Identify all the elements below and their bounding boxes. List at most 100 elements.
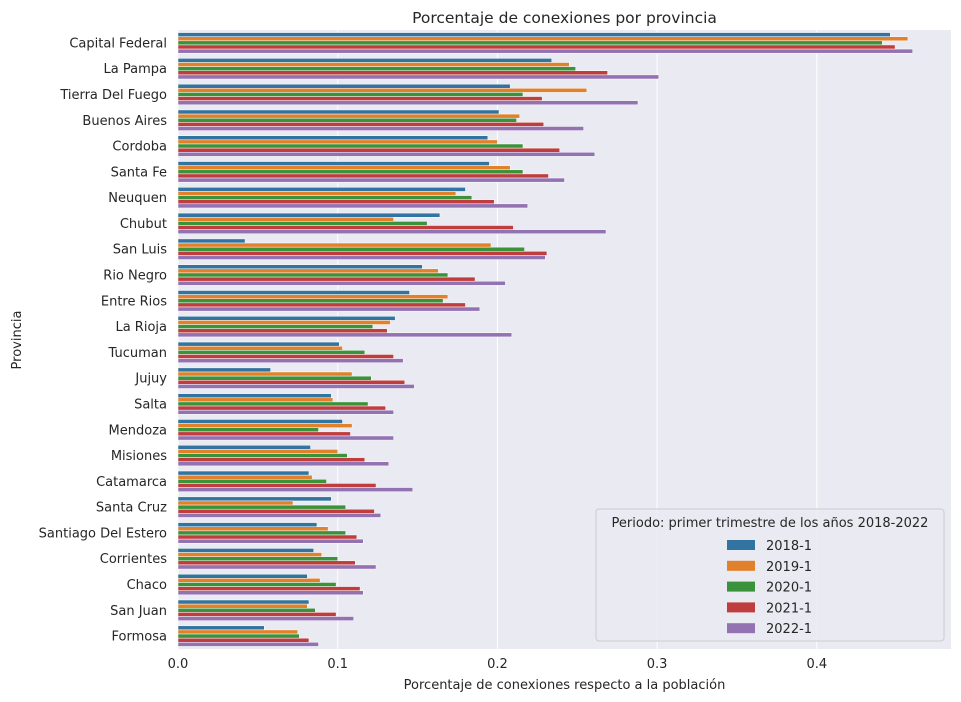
bar <box>177 113 521 119</box>
bar <box>177 74 659 80</box>
bar <box>177 427 319 433</box>
bar <box>177 345 343 351</box>
bar <box>177 44 896 50</box>
bar <box>177 560 356 566</box>
bar <box>177 578 321 583</box>
bar <box>177 449 338 454</box>
bar <box>177 526 329 532</box>
bar <box>177 375 372 381</box>
bar <box>177 328 388 334</box>
legend: Periodo: primer trimestre de los años 20… <box>595 508 945 642</box>
x-axis-label: Porcentaje de conexiones respecto a la p… <box>404 678 726 693</box>
bar <box>177 199 495 205</box>
bar <box>177 483 377 488</box>
bar <box>177 36 909 42</box>
category-label: Rio Negro <box>103 269 167 284</box>
bars <box>177 32 913 647</box>
bar <box>177 496 332 502</box>
bar <box>177 405 386 411</box>
legend-swatch <box>727 602 755 613</box>
bar <box>177 538 364 544</box>
legend-label: 2019-1 <box>766 560 812 575</box>
bar <box>177 629 299 635</box>
bar <box>177 332 513 338</box>
x-tick-label: 0.3 <box>647 657 668 672</box>
bar <box>177 487 414 492</box>
bar <box>177 612 337 617</box>
bar <box>177 96 543 101</box>
bar <box>177 264 423 270</box>
bar <box>177 272 449 278</box>
bar <box>177 552 322 557</box>
bar <box>177 474 313 480</box>
bar <box>177 70 608 76</box>
bar <box>177 354 394 359</box>
category-label: Tierra Del Fuego <box>59 88 167 103</box>
category-label: Corrientes <box>100 552 167 567</box>
bar <box>177 62 570 67</box>
bar <box>177 586 361 591</box>
bar <box>177 109 500 115</box>
bar <box>177 238 246 244</box>
bar <box>177 139 498 145</box>
bar <box>177 380 406 385</box>
bar <box>177 371 353 377</box>
bar <box>177 147 560 153</box>
bar <box>177 637 310 643</box>
category-label: Mendoza <box>109 423 167 438</box>
category-label: San Juan <box>110 604 167 619</box>
category-label: Santiago Del Estero <box>39 526 167 541</box>
bar <box>177 255 546 260</box>
bar <box>177 40 883 46</box>
bar <box>177 522 318 527</box>
bar <box>177 642 319 647</box>
bar <box>177 461 390 467</box>
bar <box>177 504 346 510</box>
bar <box>177 453 348 458</box>
bar <box>177 212 441 218</box>
category-label: Chubut <box>120 217 167 232</box>
bar <box>177 401 369 407</box>
category-label: Entre Rios <box>101 294 167 309</box>
bar <box>177 32 891 37</box>
bar <box>177 187 466 192</box>
bar <box>177 358 404 363</box>
x-tick-label: 0.2 <box>487 657 508 672</box>
category-label: Catamarca <box>96 475 167 490</box>
legend-label: 2020-1 <box>766 581 812 596</box>
bar <box>177 316 396 321</box>
bar <box>177 216 394 222</box>
bar <box>177 251 548 256</box>
bar <box>177 530 346 536</box>
bar <box>177 177 565 183</box>
bar <box>177 66 576 72</box>
bar <box>177 419 343 424</box>
bar <box>177 457 366 463</box>
category-label: Buenos Aires <box>82 114 167 129</box>
bar <box>177 556 338 562</box>
legend-label: 2021-1 <box>766 601 812 616</box>
bar <box>177 573 308 579</box>
bar <box>177 393 332 399</box>
bar <box>177 225 514 230</box>
bar <box>177 242 492 248</box>
bar <box>177 513 382 518</box>
bar <box>177 479 327 484</box>
bar <box>177 92 524 97</box>
category-label: Jujuy <box>134 372 167 387</box>
category-label: Chaco <box>127 578 167 593</box>
grid-lines <box>177 30 818 649</box>
bar <box>177 431 351 437</box>
bar <box>177 350 366 355</box>
category-label: Cordoba <box>112 140 167 155</box>
bar <box>177 470 310 476</box>
bar <box>177 58 552 63</box>
bar <box>177 165 511 171</box>
bar <box>177 548 315 553</box>
bar <box>177 229 607 235</box>
bar <box>177 534 358 540</box>
bar <box>177 324 374 329</box>
y-axis-label: Provincia <box>10 311 25 370</box>
legend-label: 2022-1 <box>766 622 812 637</box>
bar <box>177 246 525 252</box>
